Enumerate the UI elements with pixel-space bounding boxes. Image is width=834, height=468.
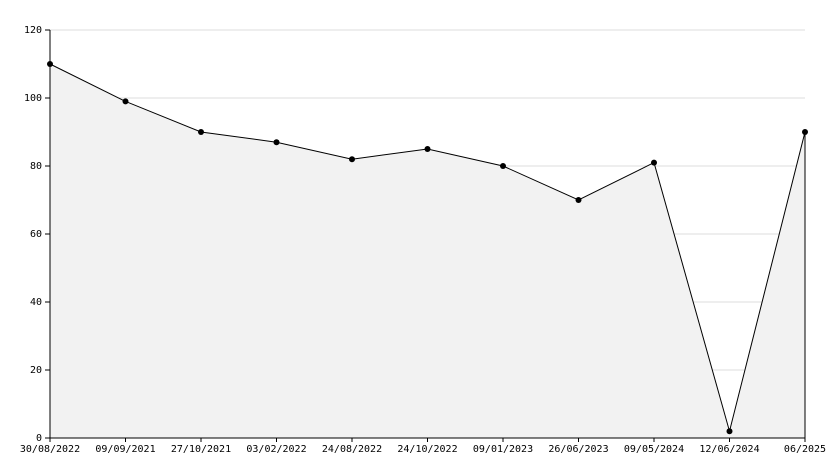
y-tick-label: 120 [24, 25, 42, 36]
x-tick-label: 30/08/2022 [20, 444, 80, 455]
marker [575, 197, 582, 203]
x-tick-label: 27/10/2021 [171, 444, 231, 455]
marker [47, 61, 53, 67]
marker [802, 129, 808, 135]
marker [349, 156, 355, 163]
x-tick-label: 24/10/2022 [397, 444, 457, 455]
x-tick-label: 09/05/2024 [624, 444, 684, 455]
marker [198, 129, 204, 135]
x-tick-label: 26/06/2023 [548, 444, 608, 455]
area [50, 64, 805, 438]
marker [424, 146, 431, 152]
marker [651, 159, 657, 166]
marker [122, 98, 129, 105]
x-tick-label: 12/06/2024 [699, 444, 759, 455]
marker [273, 139, 280, 146]
y-tick-label: 0 [36, 433, 42, 444]
marker [500, 163, 506, 169]
y-tick-label: 60 [30, 229, 42, 240]
y-tick-label: 40 [30, 297, 42, 308]
y-tick-label: 80 [30, 161, 42, 172]
x-tick-label: 24/08/2022 [322, 444, 382, 455]
y-tick-label: 100 [24, 93, 42, 104]
x-tick-label: 06/2025 [784, 444, 826, 455]
marker [726, 428, 733, 435]
x-tick-label: 09/01/2023 [473, 444, 533, 455]
x-tick-label: 09/09/2021 [95, 444, 155, 455]
y-tick-label: 20 [30, 365, 42, 376]
x-tick-label: 03/02/2022 [246, 444, 306, 455]
